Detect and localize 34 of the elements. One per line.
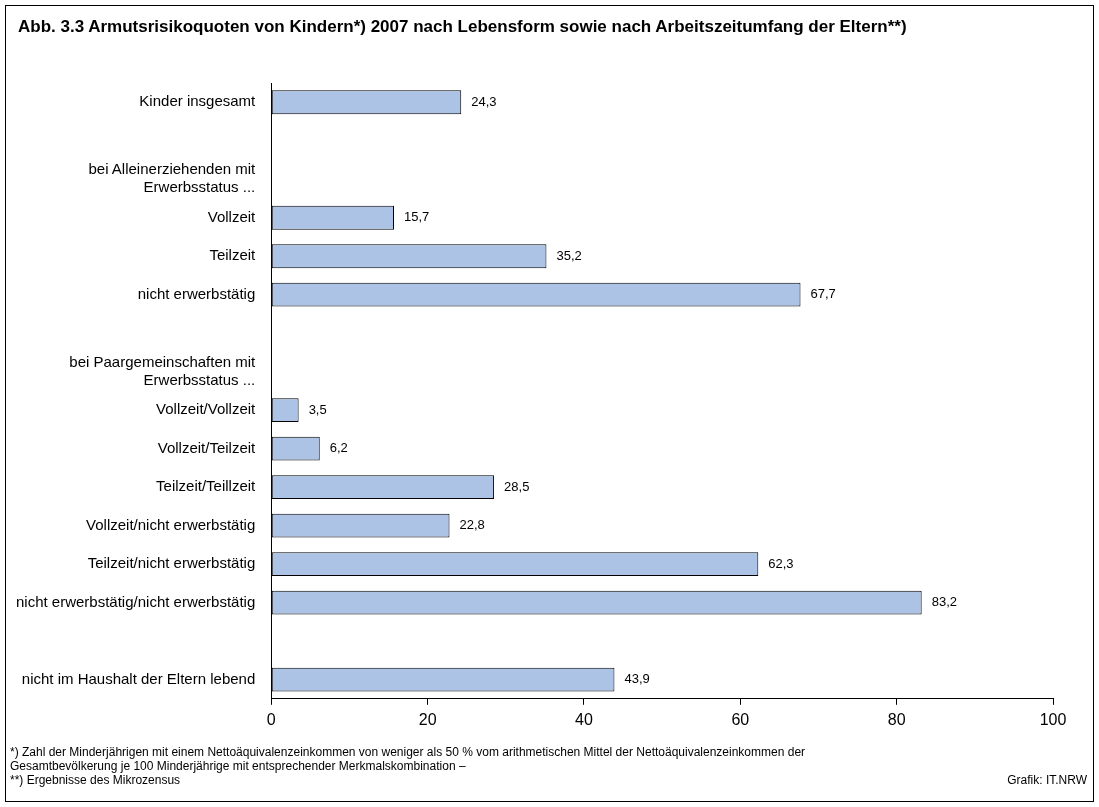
y-tick-label: bei Alleinerziehenden mit Erwerbsstatus ... [88,160,257,196]
data-label: 35,2 [556,247,582,263]
y-tick-label: bei Paargemeinschaften mit Erwerbsstatus ... [69,352,257,388]
x-tick-label: 20 [418,710,437,728]
data-label: 24,3 [471,93,497,109]
y-tick-label: Vollzeit/nicht erwerbstätig [86,515,256,533]
x-tick-label: 80 [887,710,906,728]
text: *) Zahl der Minderjährigen mit einem Nettoäquivalenzeinkommen von weniger als 50 % vom arithmetischen Mittel der Nettoäquivalenzeinkommen der Gesamtbevölkerung je 100 Minderjährige mit entsprechender Merkmalskombination – [10,745,807,773]
data-label: 43,9 [624,671,650,687]
data-label: 83,2 [931,594,957,610]
x-tick-label: 60 [731,710,750,728]
text: Grafik: IT.NRW [1007,773,1087,787]
data-label: 67,7 [810,286,836,302]
text: **) Ergebnisse des Mikrozensus [10,773,182,787]
x-tick-label: 0 [266,710,276,728]
data-label: 22,8 [459,517,485,533]
y-tick-label: Kinder insgesamt [139,92,257,110]
y-tick-label: Vollzeit [207,207,257,225]
y-tick-label: Vollzeit/Vollzeit [156,400,257,418]
data-label: 62,3 [768,555,794,571]
y-tick-label: Teilzeit/Teillzeit [156,477,257,495]
data-label: 28,5 [504,478,530,494]
y-tick-label: nicht im Haushalt der Eltern lebend [21,669,256,687]
data-label: 6,2 [329,440,348,456]
y-tick-label: nicht erwerbstätig [137,284,256,302]
chart-title: Abb. 3.3 Armutsrisikoquoten von Kindern*) 2007 nach Lebensform sowie nach Arbeitszeitumfang der Eltern**) [18,16,908,38]
x-tick-label: 40 [575,710,593,728]
x-tick-label: 100 [1039,710,1067,728]
y-tick-label: Vollzeit/Teilzeit [157,438,257,456]
y-tick-label: Teilzeit/nicht erwerbstätig [87,554,256,572]
data-label: 3,5 [308,401,327,417]
y-tick-label: nicht erwerbstätig/nicht erwerbstätig [15,592,256,610]
data-label: 15,7 [404,209,430,225]
y-tick-label: Teilzeit [209,246,257,264]
